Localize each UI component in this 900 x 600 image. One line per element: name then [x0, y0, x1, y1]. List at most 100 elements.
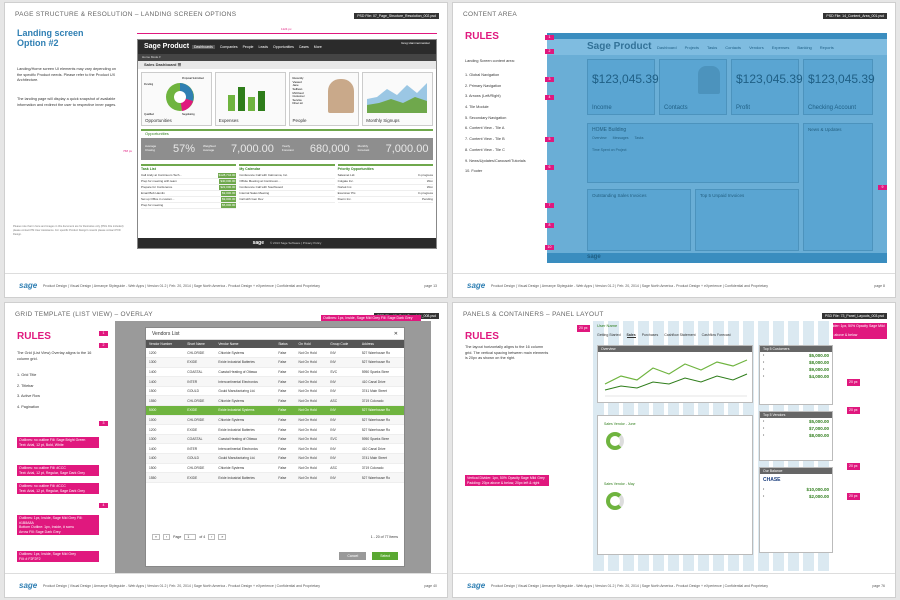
list-item[interactable]: Prepare for Conference $22,000.00 [141, 185, 237, 191]
table-cell: Chloride Systems [215, 415, 276, 426]
tab-purchases[interactable]: Purchases [641, 333, 659, 337]
list-item[interactable]: Offsite Meeting at Continuum... [239, 179, 335, 185]
list-item[interactable]: Examiner Plc. In progress [337, 191, 433, 197]
nav-contacts[interactable]: Contacts [725, 45, 742, 50]
nav-tasks[interactable]: Tasks [707, 45, 718, 50]
list-item[interactable]: Colgate Inc. Won [337, 179, 433, 185]
task-list: Task List Call Andy at Continuum Tech...… [141, 164, 237, 209]
table-row[interactable]: 1400 INTER Intercontinental Electronics Fal… [146, 443, 404, 455]
callout-5: 5 [545, 137, 554, 142]
table-row[interactable]: 1300 EXIDE Exide Industrial Batteries False… [146, 357, 404, 368]
list-item[interactable]: Doorn Inc. Pending [337, 197, 433, 203]
tab-cashflow-statement[interactable]: Cashflow Statement [664, 333, 696, 337]
user-name[interactable]: Greg Hammermeister [401, 41, 430, 45]
tile-expenses[interactable]: Expenses [214, 72, 286, 126]
stats-bar: Average Closing 57% Weighted Average 7,0… [141, 138, 433, 160]
nav-expenses[interactable]: Expenses [771, 45, 790, 50]
table-row[interactable]: 1500 CHLORIDE Chloride Systems False Not On … [146, 463, 404, 474]
table-cell: INTER [184, 443, 216, 455]
tile-opportunities[interactable]: Proposal Submitted Pending Qualified Neg… [141, 72, 212, 126]
tab-sales[interactable]: Sales [626, 333, 636, 338]
table-cell: Exide Industrial Systems [215, 405, 276, 416]
column-header[interactable]: Short Name [184, 340, 216, 348]
list-item[interactable]: Call with Gen Dev [239, 197, 335, 203]
prev-page-button[interactable]: ‹ [162, 534, 171, 540]
table-row[interactable]: 1200 EXIDE Exide Industrial Batteries False… [146, 424, 404, 435]
nav-companies[interactable]: Companies [219, 45, 238, 49]
close-icon[interactable]: ✕ [393, 331, 398, 337]
rules-list: 1. Global Navigation 2. Primary Navigati… [465, 73, 545, 180]
footer-text[interactable]: © 2013 Sage Software | Privacy Policy [270, 241, 322, 245]
tile-checking[interactable]: $123,045.39 Checking Account [803, 59, 875, 115]
column-header[interactable]: Status [275, 340, 296, 348]
column-header[interactable]: Vendor Name [215, 340, 276, 348]
table-cell: False [275, 395, 296, 407]
tab-messages[interactable]: Messages [612, 136, 629, 140]
table-row[interactable]: 5000 EXIDE Exide Industrial Systems False No… [146, 405, 404, 416]
nav-reports[interactable]: Reports [819, 45, 834, 50]
list-item[interactable]: Email Bob Hamlin $9,000.00 [141, 191, 237, 197]
table-row[interactable]: 1200 CHLORIDE Chloride Systems False Not On … [146, 348, 404, 359]
user-name[interactable]: User Name [597, 323, 618, 328]
tile-income[interactable]: $123,045.39 Income [587, 59, 659, 115]
column-header[interactable]: On Hold [295, 340, 328, 348]
table-row[interactable]: 1000 CHLORIDE Chloride Systems False Not On … [146, 415, 404, 426]
select-button[interactable]: Select [372, 552, 398, 560]
column-header[interactable]: Address [358, 340, 404, 348]
nav-vendors[interactable]: Vendors [749, 45, 764, 50]
list-item[interactable]: Call Andy at Continuum Tech... $128,744.0… [141, 173, 237, 179]
list-item[interactable]: Nortek Inc. Won [337, 185, 433, 191]
table-cell: False [275, 472, 296, 483]
nav-dashboard[interactable]: Dashboard [657, 45, 677, 50]
table-row[interactable]: 1400 INTER Intercontinental Electronics Fal… [146, 376, 404, 387]
list-item[interactable]: Set up Office in custom... $9,000.00 [141, 197, 237, 203]
tile-label: Monthly Signups [366, 118, 400, 123]
tab-overview[interactable]: Overview [592, 136, 607, 140]
list-item[interactable]: Internal Sales Meeting [239, 191, 335, 197]
tab-cashflow-forecast[interactable]: Cashflow Forecast [701, 333, 731, 337]
list-item[interactable]: Conference Call with Southwood [239, 185, 335, 191]
rules-description: The layout horizontally aligns to the 16… [465, 345, 549, 361]
nav-more[interactable]: More [313, 45, 322, 49]
pie-label: Qualified [144, 113, 154, 116]
column-header[interactable]: Group Code [327, 340, 359, 348]
list-item[interactable]: Prep for meeting with team $40,000.00 [141, 179, 237, 185]
tile-people[interactable]: Recently Viewed Jane Sullivan McCloud Cu… [288, 72, 360, 126]
nav-opportunities[interactable]: Opportunities [273, 45, 294, 49]
mode-bar[interactable]: Home Mode ▾ [138, 54, 436, 61]
table-cell: EXIDE [184, 424, 216, 435]
table-cell: INV [327, 424, 359, 435]
nav-people[interactable]: People [242, 45, 254, 49]
tile-monthly-signups[interactable]: Monthly Signups [362, 72, 433, 126]
tile-title: HOME Building [592, 127, 627, 133]
table-row[interactable]: 1300 COASTAL Coastal Heating of Ottawa Fals… [146, 434, 404, 445]
avatar [698, 66, 720, 94]
tab-tasks[interactable]: Tasks [634, 136, 644, 140]
page-panel-layout: PANELS & CONTAINERS – PANEL LAYOUT PSD F… [452, 302, 896, 598]
rule-item: 1. Global Navigation [465, 73, 500, 77]
table-row[interactable]: 1400 GOULD Gould Manufacturing Ltd. False No… [146, 453, 404, 464]
column-header[interactable]: Vendor Number [146, 340, 185, 348]
next-page-button[interactable]: › [208, 534, 216, 540]
nav-projects[interactable]: Projects [684, 45, 700, 50]
cancel-button[interactable]: Cancel [339, 552, 367, 560]
nav-dashboards[interactable]: Dashboards [192, 45, 215, 49]
nav-cases[interactable]: Cases [298, 45, 309, 49]
list-item[interactable]: Conference Call with Calmonna, Inc. [239, 173, 335, 179]
table-row[interactable]: 1550 EXIDE Exide Industrial Batteries False… [146, 472, 404, 483]
table-row[interactable]: 1550 CHLORIDE Chloride Systems False Not On … [146, 395, 404, 407]
table-row[interactable]: 1400 COASTAL Coastal Heating of Ottawa Fals… [146, 367, 404, 378]
list-item[interactable]: Salesnet Ltd. In progress [337, 173, 433, 179]
tile-contacts[interactable]: Contacts [659, 59, 727, 115]
nav-banking[interactable]: Banking [797, 45, 812, 50]
page-input[interactable]: 1 [184, 534, 197, 540]
doc-footer: sage Product Design | Visual Design | Ar… [453, 573, 895, 597]
nav-leads[interactable]: Leads [258, 45, 269, 49]
list-item[interactable]: Prep for meeting $5,000.00 [141, 203, 237, 209]
table-row[interactable]: 1500 GOULD Gould Manufacturing Ltd. False No… [146, 386, 404, 397]
table-cell: EXIDE [184, 472, 216, 483]
first-page-button[interactable]: « [152, 534, 160, 540]
tab-getting-started[interactable]: Getting Started [597, 333, 621, 337]
last-page-button[interactable]: » [218, 534, 227, 540]
tile-profit[interactable]: $123,045.39 Profit [731, 59, 803, 115]
